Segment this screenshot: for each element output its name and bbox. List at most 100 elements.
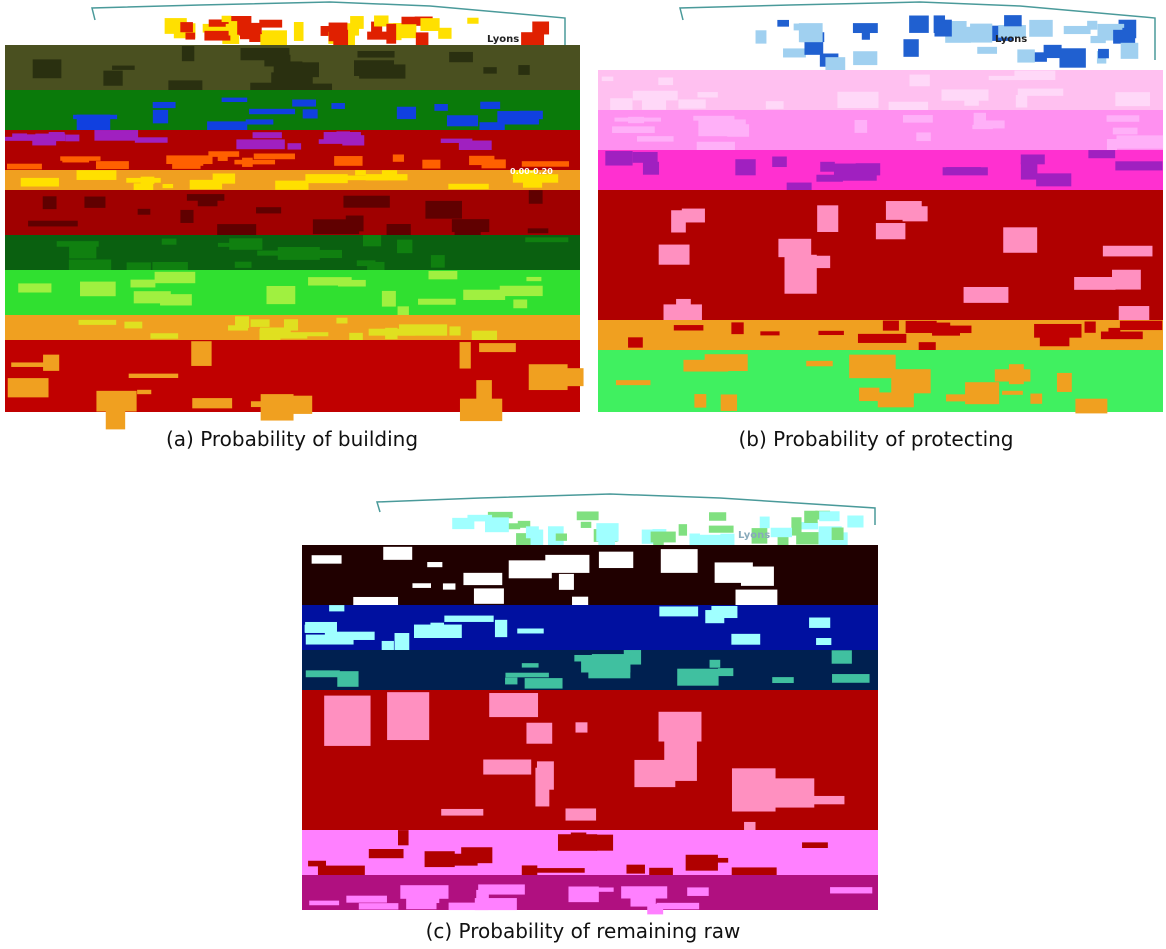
- map-tile: [558, 573, 574, 590]
- map-tile: [649, 867, 673, 877]
- map-tile: [517, 520, 531, 528]
- map-tile: [903, 39, 919, 57]
- map-tile: [656, 902, 700, 910]
- map-tile: [172, 161, 201, 169]
- map-tile: [1102, 245, 1153, 257]
- map-tile: [459, 342, 471, 369]
- map-tile: [837, 91, 879, 109]
- map-tile: [283, 319, 299, 331]
- map-tile: [476, 889, 489, 905]
- map-tile: [353, 60, 395, 77]
- map-tile: [420, 18, 440, 31]
- map-tile: [708, 525, 734, 533]
- map-tile: [324, 631, 375, 640]
- map-tile: [802, 842, 828, 849]
- map-tile: [250, 401, 288, 408]
- map-tile: [783, 48, 806, 58]
- map-tile: [425, 200, 462, 219]
- map-tile: [308, 860, 327, 867]
- map-tile: [357, 51, 395, 58]
- map-tile: [1008, 364, 1024, 385]
- map-tile: [1059, 48, 1086, 68]
- map-tile: [891, 369, 931, 394]
- map-tile: [598, 110, 1163, 150]
- map-tile: [909, 74, 930, 87]
- map-tile: [444, 615, 494, 622]
- map-tile: [202, 23, 230, 33]
- map-tile: [905, 320, 937, 333]
- map-tile: [513, 170, 536, 177]
- map-tile: [128, 373, 179, 378]
- map-tile: [334, 156, 363, 166]
- map-tile: [312, 219, 360, 235]
- map-tile: [521, 865, 538, 877]
- map-tile: [720, 394, 738, 411]
- map-tile: [221, 97, 248, 103]
- map-tile: [849, 354, 896, 379]
- map-tile: [1020, 154, 1045, 165]
- map-tile: [394, 633, 410, 651]
- map-outline: [91, 1, 566, 45]
- map-tile: [615, 380, 651, 386]
- map-tile: [221, 15, 232, 23]
- map-tile: [565, 808, 597, 821]
- map-tile: [830, 887, 873, 894]
- map-tile: [505, 672, 549, 678]
- map-tile: [80, 281, 116, 297]
- map-tile: [1017, 88, 1064, 96]
- map-label: Lyons: [487, 34, 519, 45]
- map-tile: [1098, 48, 1109, 59]
- map-tile: [95, 161, 129, 170]
- map-tile: [393, 23, 417, 39]
- map-tile: [521, 32, 545, 48]
- map-tile: [249, 108, 296, 115]
- map-tile: [449, 326, 461, 336]
- map-tile: [434, 104, 448, 111]
- map-tile: [478, 884, 525, 895]
- map-tile: [126, 262, 151, 272]
- map-tile: [317, 865, 365, 878]
- map-tile: [368, 328, 416, 336]
- map-tile: [137, 208, 151, 215]
- map-tile: [817, 205, 839, 232]
- map-tile: [469, 155, 495, 166]
- map-tile: [751, 528, 768, 544]
- map-tile: [714, 562, 753, 583]
- map-tile: [371, 21, 383, 39]
- map-tile: [279, 332, 329, 337]
- map-tile: [524, 678, 563, 689]
- map-tile: [328, 22, 348, 42]
- map-tile: [673, 325, 704, 331]
- map-tile: [191, 341, 212, 366]
- map-tile: [324, 695, 371, 746]
- map-tile: [401, 16, 418, 25]
- map-tile: [152, 109, 169, 124]
- map-tile: [483, 759, 532, 775]
- map-tile: [575, 722, 588, 733]
- map-tile: [236, 139, 285, 150]
- map-tile: [628, 337, 643, 348]
- map-tile: [413, 624, 462, 638]
- map-tile: [598, 150, 1163, 190]
- map-tile: [234, 261, 252, 268]
- map-tile: [755, 30, 767, 44]
- map-tile: [859, 387, 880, 402]
- caption: (c) Probability of remaining raw: [426, 919, 741, 943]
- map-tile: [140, 176, 155, 184]
- map-tile: [1043, 44, 1062, 59]
- map-tile: [494, 619, 508, 638]
- maps: [5, 15, 1164, 915]
- map-tile: [204, 30, 231, 41]
- map-tile: [208, 19, 226, 27]
- map-tile: [365, 174, 408, 181]
- map-tile: [84, 196, 106, 208]
- map-tile: [970, 23, 993, 43]
- map-tile: [473, 588, 504, 604]
- map-tile: [392, 154, 404, 162]
- map-tile: [337, 279, 366, 287]
- map-tile: [853, 51, 878, 66]
- map-tile: [632, 151, 658, 163]
- map-tile: [677, 668, 719, 686]
- map-tile: [256, 207, 282, 214]
- map-tile: [480, 101, 501, 109]
